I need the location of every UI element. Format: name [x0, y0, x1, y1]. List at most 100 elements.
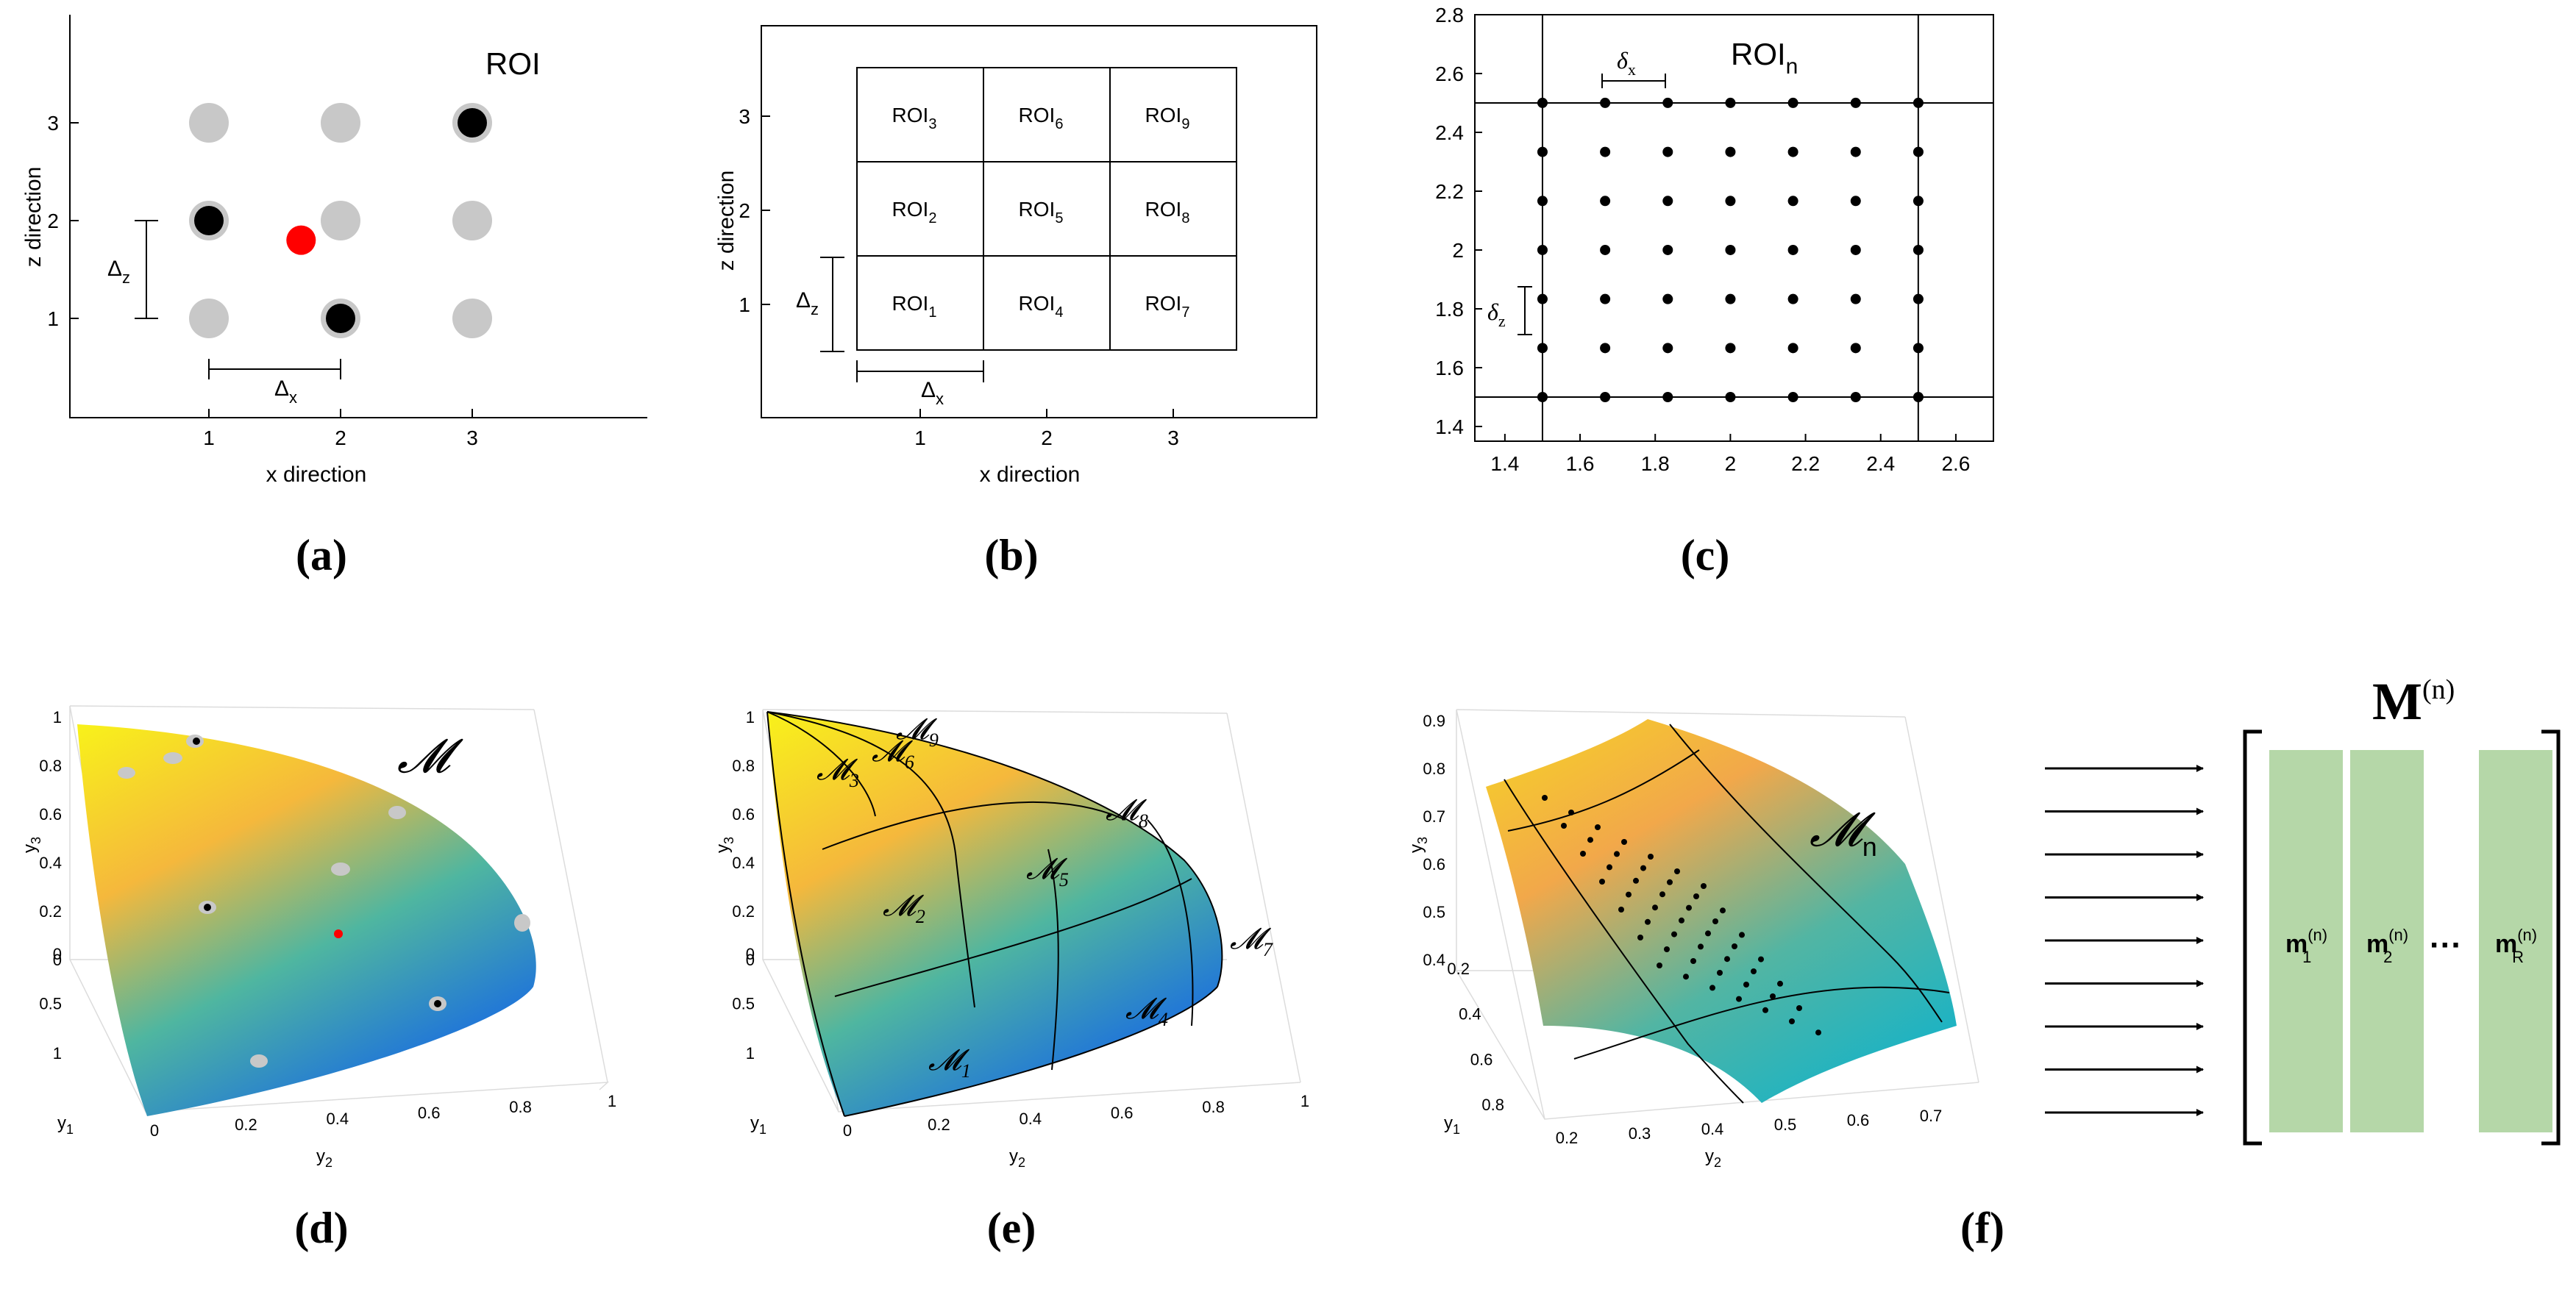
y2-tick-label: 0.4: [327, 1110, 349, 1128]
sample-point: [1751, 968, 1757, 974]
sample-point: [1850, 244, 1861, 255]
y3-axis-label: y3: [1406, 837, 1430, 853]
panel-b: 1 2 3 1 2 3 ROI3 ROI6 ROI9 ROI2 ROI5 ROI8 ROI1 ROI4…: [714, 25, 1317, 579]
sample-point: [1724, 956, 1730, 963]
sample-point: [1600, 293, 1611, 304]
grid-point: [321, 103, 360, 143]
sample-point: [1614, 851, 1620, 857]
region-boundaries: [766, 711, 1223, 1117]
sample-point: [1787, 97, 1798, 108]
query-point: [334, 929, 343, 938]
y2-tick-label: 0.6: [1111, 1104, 1134, 1122]
grid-curve: [1669, 724, 1943, 1023]
sample-point: [1850, 343, 1861, 354]
gray-point: [331, 863, 350, 876]
grid-point: [189, 299, 229, 338]
sample-point: [1796, 1005, 1802, 1011]
boundary-curve: [766, 711, 1223, 988]
sample-point: [1725, 244, 1736, 255]
delta-z-bracket: [1518, 286, 1532, 335]
y3-tick-label: 0: [746, 951, 755, 969]
grid-curve: [1507, 749, 1700, 832]
matrix-column: [2269, 750, 2343, 1132]
box-wireframe: [1456, 709, 1979, 1120]
black-point: [193, 738, 200, 745]
sample-point: [1626, 891, 1632, 898]
gray-point: [388, 806, 406, 819]
region-label: 𝓜4: [1125, 992, 1168, 1030]
manifold-surface: [77, 724, 536, 1116]
matrix-title: M(n): [2372, 672, 2455, 731]
y3-tick-label: 0.2: [732, 902, 755, 921]
sample-point: [1712, 918, 1718, 924]
boundary-curve: [1047, 849, 1059, 1071]
sample-point: [1580, 851, 1586, 857]
sample-point: [1850, 293, 1861, 304]
matrix-column: [2350, 750, 2424, 1132]
y1-tick-label: 0.6: [1470, 1050, 1493, 1068]
boundary-curve: [766, 711, 1218, 1117]
y3-tick-label: 0.8: [732, 757, 755, 775]
roi-cell-label: ROI9: [1145, 104, 1190, 132]
delta-z-label: Δz: [796, 288, 819, 318]
sample-point: [1701, 883, 1707, 889]
y2-tick-label: 0.8: [1202, 1098, 1225, 1116]
y1-axis-label: y1: [57, 1113, 74, 1137]
sample-point: [1762, 1007, 1768, 1013]
boundary-curve: [1147, 819, 1194, 1026]
y3-tick-label: 0.6: [732, 805, 755, 824]
column-label: m(n) 1: [2285, 926, 2327, 966]
gray-point: [163, 752, 182, 764]
y-tick-label: 2.6: [1435, 63, 1464, 85]
y2-tick-label: 1: [608, 1092, 616, 1110]
roi-cell-label: ROI4: [1019, 292, 1064, 321]
roi-cell-label: ROI7: [1145, 292, 1190, 321]
sample-point: [1787, 146, 1798, 157]
panel-b-axes: [761, 25, 1317, 418]
y1-tick-label: 1: [53, 1044, 62, 1063]
query-point: [286, 225, 316, 255]
x-tick-label: 2.6: [1941, 452, 1970, 475]
delta-x-bracket: [208, 359, 341, 379]
sample-point: [1913, 146, 1924, 157]
sample-point: [1568, 810, 1574, 815]
panel-caption: (b): [984, 531, 1038, 579]
sample-point: [1599, 879, 1605, 885]
panel-caption: (d): [294, 1204, 348, 1252]
sample-point: [1690, 958, 1696, 964]
sample-point: [1667, 879, 1673, 885]
y-tick-label: 3: [47, 112, 59, 135]
y3-tick-label: 0.9: [1423, 712, 1445, 730]
y2-tick-label: 0.4: [1701, 1120, 1724, 1138]
roi-cell-label: ROI2: [892, 198, 937, 226]
sample-point: [1913, 293, 1924, 304]
boundary-curve: [766, 711, 876, 817]
y3-tick-label: 0.2: [39, 902, 62, 921]
sample-point: [1732, 943, 1737, 949]
sample-point: [1600, 244, 1611, 255]
sample-point: [1679, 917, 1684, 924]
column-label: m(n) R: [2495, 926, 2537, 966]
y1-tick-label: 0.2: [1447, 960, 1470, 978]
y-tick-label: 3: [739, 105, 750, 128]
boundary-curve: [766, 711, 975, 1008]
right-bracket: [2541, 729, 2561, 1146]
sample-point: [1657, 963, 1662, 968]
y3-tick-label: 1: [746, 708, 755, 726]
y-tick-label: 1.4: [1435, 415, 1464, 438]
x-tick-label: 2: [1725, 452, 1737, 475]
roi-cell: [1109, 255, 1237, 351]
y1-tick-label: 1: [746, 1044, 755, 1063]
y2-tick-label: 0.5: [1774, 1115, 1797, 1134]
boundary-curve: [834, 878, 1192, 997]
delta-z-label: δz: [1487, 299, 1506, 330]
sample-point: [1600, 392, 1611, 402]
y2-tick-label: 0.2: [1556, 1129, 1579, 1147]
sample-point: [1686, 904, 1692, 911]
sample-point: [1787, 196, 1798, 207]
sample-point: [1725, 343, 1736, 354]
delta-x-label: Δx: [921, 378, 944, 408]
grid-point: [189, 103, 229, 143]
roi-cell-label: ROI5: [1019, 198, 1064, 226]
x-axis-label: x direction: [266, 463, 367, 487]
